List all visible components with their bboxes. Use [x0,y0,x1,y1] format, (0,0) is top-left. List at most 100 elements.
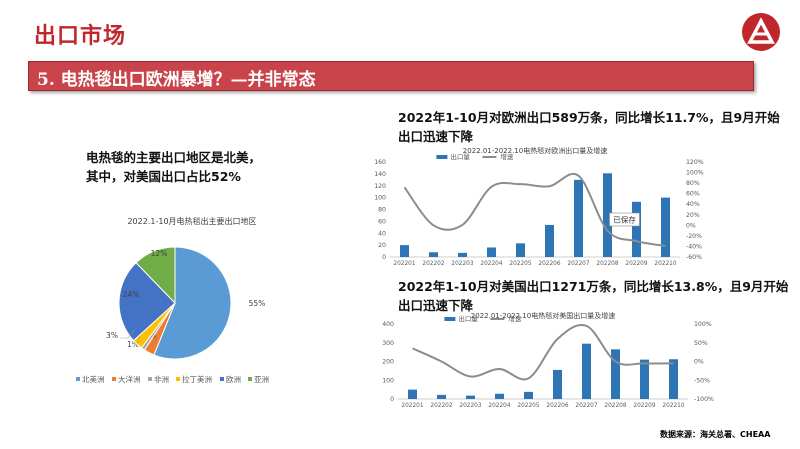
pie-slice-北美洲 [153,246,232,360]
bar-202209 [632,201,641,257]
x-tick-label: 202206 [546,403,568,409]
y-left-tick-label: 100 [382,377,394,384]
saved-tooltip-text: 已保存 [613,215,636,225]
bar-202207 [582,343,591,399]
combo-chart-title: 2022.01-2022.10电热毯对欧洲出口量及增速 [463,146,607,155]
x-tick-label: 202207 [567,261,589,267]
x-tick-label: 202204 [480,261,502,267]
legend-swatch-非洲 [148,377,152,381]
bar-202201 [408,389,417,399]
y-left-tick-label: 20 [378,242,386,249]
y-left-tick-label: 200 [382,359,394,366]
pie-chart: 2022.1-10月电热毯出主要出口地区55%3%1%3%24%12%北美洲大洋… [76,216,269,384]
y-right-tick-label: 80% [686,180,700,187]
x-tick-label: 202208 [604,403,626,409]
y-left-tick-label: 40 [378,230,386,237]
y-right-tick-label: -20% [686,233,702,240]
legend-swatch-拉丁美洲 [176,377,180,381]
x-tick-label: 202207 [575,403,597,409]
y-left-tick-label: 60 [378,218,386,225]
legend-label: 大洋洲 [118,374,141,384]
section-banner: 5. 电热毯出口欧洲暴增？—并非常态 [28,61,754,91]
legend-label: 非洲 [154,374,169,384]
x-tick-label: 202206 [538,261,560,267]
x-tick-label: 202209 [633,403,655,409]
x-tick-label: 202203 [459,403,481,409]
bar-202205 [516,243,525,257]
section-title: 5. 电热毯出口欧洲暴增？—并非常态 [37,70,316,90]
x-tick-label: 202204 [488,403,510,409]
y-right-tick-label: 50% [694,340,708,347]
legend-label: 亚洲 [254,375,269,384]
y-left-tick-label: 100 [374,195,386,202]
legend-label: 北美洲 [82,374,105,384]
pie-slice-亚洲 [135,246,176,305]
pie-leader-line [120,329,135,339]
legend-label: 增速 [508,314,522,323]
bar-202201 [400,245,409,257]
us-note: 2022年1-10月对美国出口1271万条，同比增长13.8%，且9月开始 出口… [398,277,788,315]
legend-label: 拉丁美洲 [182,374,212,384]
pie-data-label: 55% [249,299,266,308]
y-right-tick-label: -50% [694,377,710,384]
y-right-tick-label: -100% [694,396,714,403]
legend-swatch-大洋洲 [112,377,116,381]
pie-data-label: 24% [123,290,140,299]
eu-note: 2022年1-10月对欧洲出口589万条，同比增长11.7%，且9月开始 出口迅… [398,108,780,146]
bar-202205 [524,391,533,399]
y-left-tick-label: 400 [382,321,394,328]
y-left-tick-label: 140 [374,171,386,178]
page-title: 出口市场 [34,24,127,49]
us-note-line2: 出口迅速下降 [398,298,474,313]
x-tick-label: 202203 [451,261,473,267]
legend-swatch-亚洲 [248,377,252,381]
bar-202202 [429,252,438,257]
pie-note: 电热毯的主要出口地区是北美， 其中，对美国出口占比52% [86,148,261,186]
x-tick-label: 202205 [509,261,531,267]
eu-note-line1: 2022年1-10月对欧洲出口589万条，同比增长11.7%，且9月开始 [398,110,780,125]
bar-202203 [458,252,467,257]
y-right-tick-label: 20% [686,212,700,219]
pie-data-label: 12% [151,249,168,258]
y-left-tick-label: 300 [382,340,394,347]
y-right-tick-label: 40% [686,201,700,208]
x-tick-label: 202208 [596,261,618,267]
pie-leader-line [137,335,141,344]
eu-note-line2: 出口迅速下降 [398,129,474,144]
us-note-line1: 2022年1-10月对美国出口1271万条，同比增长13.8%，且9月开始 [398,279,789,294]
y-left-tick-label: 160 [374,159,386,166]
bar-202207 [574,179,583,257]
y-right-tick-label: 100% [686,170,704,177]
y-right-tick-label: -60% [686,254,702,261]
legend-label: 出口量 [450,152,470,161]
x-tick-label: 202209 [625,261,647,267]
legend-swatch-北美洲 [76,377,80,381]
x-tick-label: 202201 [401,403,423,409]
legend-label: 出口量 [458,314,478,323]
legend-label: 欧洲 [226,374,241,384]
bar-202208 [611,349,620,399]
y-right-tick-label: 100% [694,321,712,328]
pie-data-label: 3% [106,331,118,340]
y-right-tick-label: 0% [694,359,704,366]
y-right-tick-label: 120% [686,159,704,166]
bar-202208 [603,173,612,257]
legend-swatch-bar [436,155,448,159]
bar-202210 [669,359,678,399]
y-left-tick-label: 0 [390,396,394,403]
legend-swatch-欧洲 [220,377,224,381]
y-left-tick-label: 0 [382,254,386,261]
bar-202210 [661,197,670,257]
x-tick-label: 202202 [422,261,444,267]
legend-swatch-bar [444,317,456,321]
y-right-tick-label: 0% [686,222,696,229]
pie-note-line2: 其中，对美国出口占比52% [86,169,241,184]
x-tick-label: 202202 [430,403,452,409]
bar-202206 [545,224,554,257]
pie-data-label: 1% [127,340,139,349]
bar-202203 [466,395,475,399]
y-right-tick-label: 60% [686,191,700,198]
data-source: 数据来源：海关总署、CHEAA [660,430,771,439]
y-right-tick-label: -40% [686,243,702,250]
